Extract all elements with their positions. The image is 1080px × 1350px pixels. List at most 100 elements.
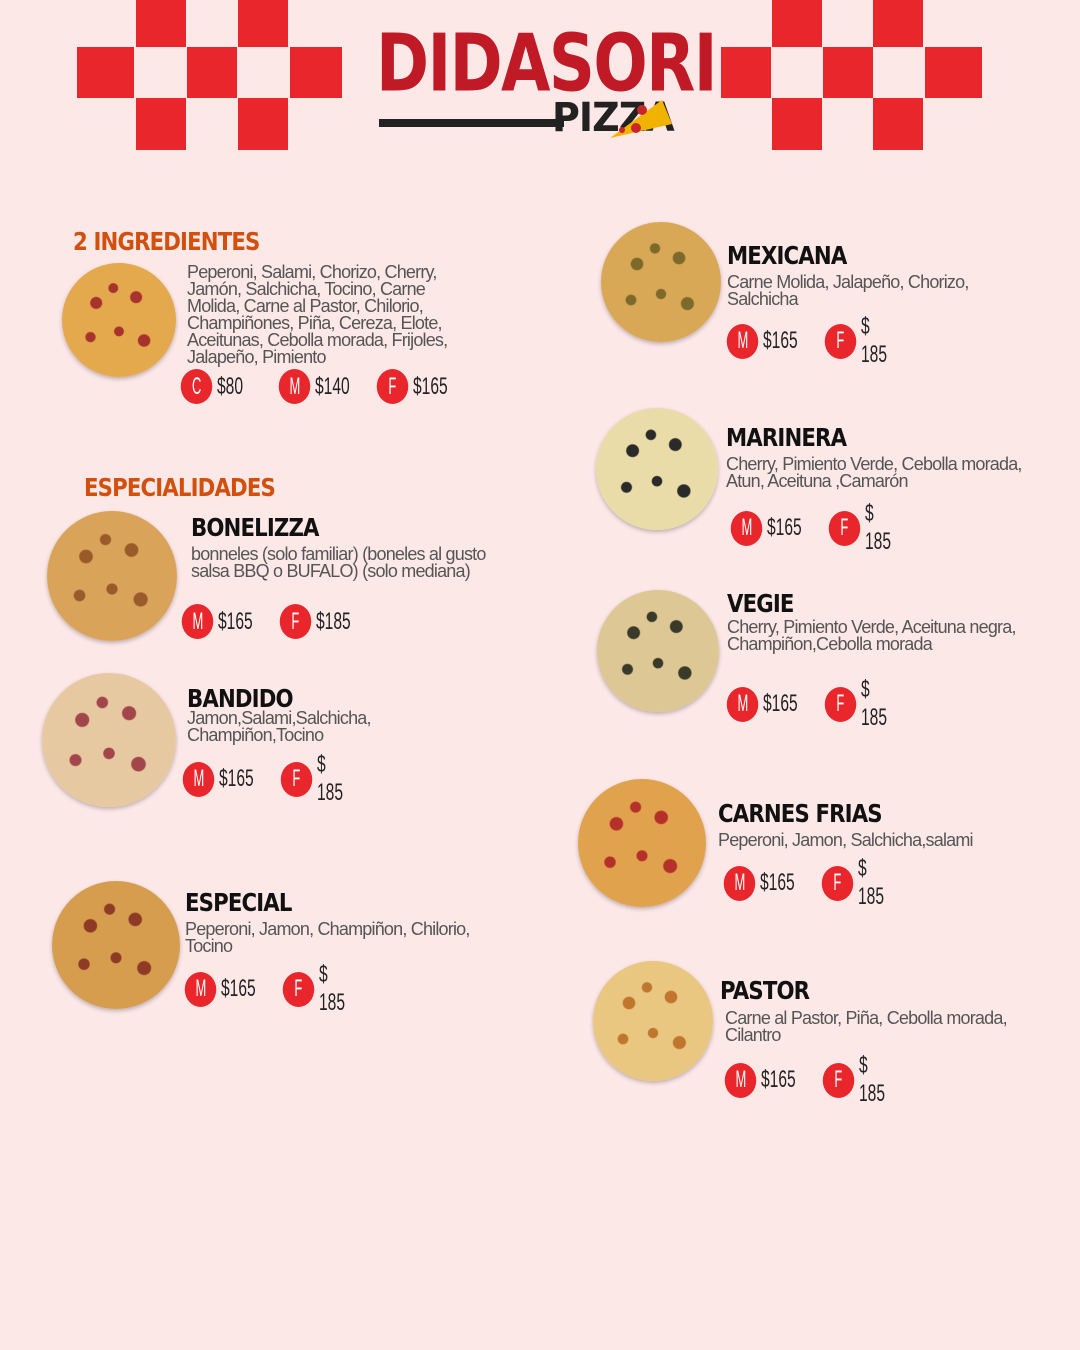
- size-badge: M: [723, 865, 756, 901]
- size-badge: F: [822, 1062, 855, 1098]
- size-letter: F: [291, 607, 300, 635]
- size-letter: F: [292, 765, 301, 792]
- price-value: $185: [316, 607, 351, 635]
- pizza-image: [47, 511, 177, 641]
- size-letter: C: [191, 372, 202, 400]
- size-letter: M: [193, 765, 204, 792]
- size-badge: M: [726, 686, 759, 722]
- checker-square: [187, 47, 237, 98]
- checker-square: [77, 47, 134, 98]
- price-list: M $165 F $ 185: [722, 855, 918, 911]
- item-description: Cherry, Pimiento Verde, Aceituna negra, …: [727, 617, 1016, 654]
- item-description: Carne al Pastor, Piña, Cebolla morada, C…: [725, 1008, 1008, 1045]
- price-list: M $165 F $ 185: [183, 961, 379, 1017]
- pizza-image: [596, 408, 718, 530]
- price-list: M $165 F $ 185: [181, 751, 377, 807]
- price-value: $ 185: [865, 500, 892, 555]
- checker-square: [136, 98, 186, 150]
- price-value: $165: [763, 327, 798, 354]
- checker-square: [136, 0, 186, 47]
- pizza-image: [62, 263, 176, 377]
- size-letter: M: [735, 1066, 746, 1093]
- item-name: BANDIDO: [187, 684, 294, 713]
- item-name: MEXICANA: [727, 241, 847, 270]
- price-list: M $165 F $ 185: [729, 500, 925, 556]
- size-badge: M: [730, 510, 763, 546]
- checker-square: [238, 98, 288, 150]
- item-description: Peperoni, Jamon, Salchicha,salami: [718, 830, 974, 850]
- checker-square: [873, 0, 923, 47]
- item-description: Peperoni, Salami, Chorizo, Cherry, Jamón…: [187, 262, 448, 367]
- item-name: BONELIZZA: [191, 513, 319, 542]
- price-value: $165: [219, 765, 254, 792]
- price-value: $165: [221, 975, 256, 1002]
- size-badge: F: [282, 971, 315, 1007]
- item-name: VEGIE: [727, 589, 794, 618]
- size-letter: F: [834, 1066, 843, 1093]
- item-name: PASTOR: [720, 976, 810, 1005]
- checker-square: [823, 47, 873, 98]
- size-letter: M: [734, 869, 745, 896]
- checker-square: [238, 0, 288, 47]
- item-description: Cherry, Pimiento Verde, Cebolla morada, …: [726, 454, 1022, 491]
- size-badge: C: [180, 369, 213, 404]
- pizza-image: [593, 961, 713, 1081]
- size-letter: F: [833, 869, 842, 896]
- size-letter: F: [294, 975, 303, 1002]
- size-letter: M: [741, 514, 752, 541]
- price-list: M $165 F $ 185: [725, 676, 921, 732]
- size-badge: M: [726, 323, 759, 359]
- size-letter: M: [737, 327, 748, 354]
- size-letter: M: [289, 372, 300, 400]
- checker-square: [290, 47, 342, 98]
- price-value: $ 185: [861, 676, 888, 731]
- logo-line: [379, 119, 564, 127]
- size-badge: M: [278, 369, 311, 404]
- checker-square: [772, 98, 822, 150]
- price-value: $ 185: [861, 313, 888, 368]
- price-list: M $165 F $ 185: [723, 1052, 919, 1108]
- size-letter: F: [840, 514, 849, 541]
- size-badge: F: [828, 510, 861, 546]
- size-letter: F: [836, 690, 845, 717]
- price-value: $ 185: [317, 751, 344, 806]
- size-badge: F: [824, 323, 857, 359]
- price-value: $165: [218, 607, 253, 635]
- item-description: Peperoni, Jamon, Champiñon, Chilorio, To…: [185, 919, 470, 956]
- size-letter: M: [195, 975, 206, 1002]
- pizza-image: [601, 222, 721, 342]
- price-list: M $165 F $ 185: [725, 313, 921, 369]
- checker-square: [925, 47, 982, 98]
- checker-square: [772, 0, 822, 47]
- price-value: $ 185: [858, 855, 885, 910]
- section-title-especialidades: ESPECIALIDADES: [84, 473, 276, 502]
- checker-square: [873, 98, 923, 150]
- item-description: Carne Molida, Jalapeño, Chorizo, Salchic…: [727, 272, 969, 309]
- pizza-image: [52, 881, 180, 1009]
- size-badge: M: [184, 971, 217, 1007]
- size-badge: F: [821, 865, 854, 901]
- price-value: $165: [767, 514, 802, 541]
- price-list: C $80 M $140 F $165: [179, 369, 473, 404]
- price-value: $165: [413, 372, 448, 400]
- size-badge: M: [181, 604, 214, 639]
- size-badge: M: [724, 1062, 757, 1098]
- price-value: $ 185: [319, 961, 346, 1016]
- item-name: MARINERA: [726, 423, 847, 452]
- price-list: M $165 F $185: [180, 604, 376, 639]
- size-badge: F: [279, 604, 312, 639]
- pizza-image: [42, 673, 176, 807]
- price-value: $80: [217, 372, 244, 400]
- price-value: $140: [315, 372, 350, 400]
- price-value: $ 185: [859, 1052, 886, 1107]
- pizza-image: [597, 590, 719, 712]
- item-name: CARNES FRIAS: [718, 799, 883, 828]
- pizza-slice-icon: [610, 100, 672, 138]
- size-badge: F: [280, 761, 313, 797]
- size-letter: F: [836, 327, 845, 354]
- item-description: Jamon,Salami,Salchicha, Champiñon,Tocino: [187, 708, 372, 745]
- size-badge: F: [376, 369, 409, 404]
- price-value: $165: [761, 1066, 796, 1093]
- size-letter: M: [737, 690, 748, 717]
- size-letter: M: [192, 607, 203, 635]
